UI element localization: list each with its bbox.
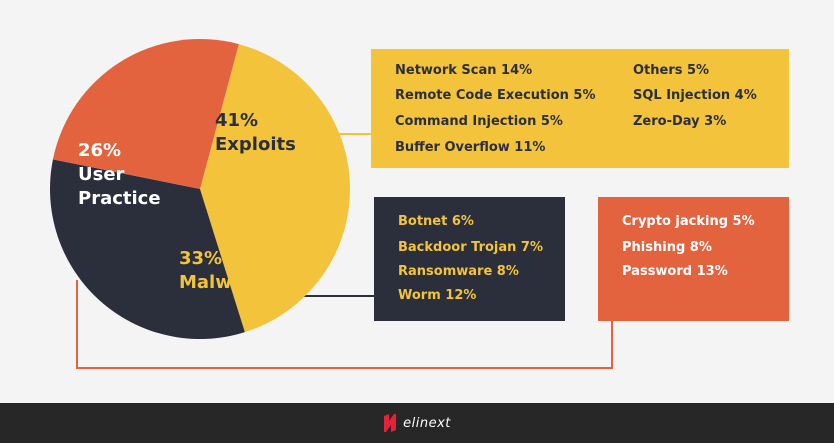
pie-slice-exploits xyxy=(200,44,350,333)
user-practice-breakdown: Crypto jacking 5% Phishing 8% Password 1… xyxy=(598,197,789,321)
breakdown-item: Zero-Day 3% xyxy=(633,114,727,129)
breakdown-item: SQL Injection 4% xyxy=(633,88,757,103)
footer-bar: elinext xyxy=(0,403,834,443)
elinext-logo-icon xyxy=(384,414,397,432)
user-practice-connector xyxy=(76,280,613,369)
breakdown-item: Network Scan 14% xyxy=(395,63,533,78)
pie-slice-user-practice xyxy=(52,38,239,189)
breakdown-item: Remote Code Execution 5% xyxy=(395,88,596,103)
breakdown-item: Password 13% xyxy=(622,264,728,279)
brand-logo: elinext xyxy=(383,413,451,433)
breakdown-item: Crypto jacking 5% xyxy=(622,214,755,229)
pie-slice-malware xyxy=(49,159,245,339)
exploits-breakdown: Network Scan 14% Remote Code Execution 5… xyxy=(371,49,789,168)
breakdown-item: Command Injection 5% xyxy=(395,114,563,129)
breakdown-item: Worm 12% xyxy=(398,288,477,303)
breakdown-item: Buffer Overflow 11% xyxy=(395,140,546,155)
slice-label-malware: 33% Malware xyxy=(179,248,265,293)
breakdown-item: Backdoor Trojan 7% xyxy=(398,240,543,255)
brand-name: elinext xyxy=(403,415,451,431)
breakdown-item: Others 5% xyxy=(633,63,710,78)
breakdown-item: Ransomware 8% xyxy=(398,264,519,279)
breakdown-item: Phishing 8% xyxy=(622,240,712,255)
slice-label-exploits: 41% Exploits xyxy=(215,110,296,155)
breakdown-item: Botnet 6% xyxy=(398,214,474,229)
malware-breakdown: Botnet 6% Backdoor Trojan 7% Ransomware … xyxy=(374,197,565,321)
slice-label-user-practice: 26% User Practice xyxy=(78,140,161,209)
